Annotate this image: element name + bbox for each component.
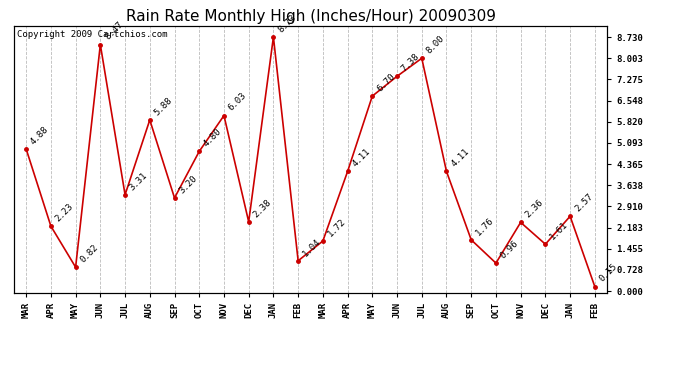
Text: 3.20: 3.20 (177, 174, 199, 195)
Text: 4.80: 4.80 (202, 127, 224, 148)
Text: 2.38: 2.38 (251, 198, 273, 219)
Text: 4.11: 4.11 (449, 147, 471, 169)
Text: Copyright 2009 Cartchios.com: Copyright 2009 Cartchios.com (17, 30, 167, 39)
Title: Rain Rate Monthly High (Inches/Hour) 20090309: Rain Rate Monthly High (Inches/Hour) 200… (126, 9, 495, 24)
Text: 1.76: 1.76 (474, 216, 495, 237)
Text: 3.31: 3.31 (128, 170, 150, 192)
Text: 2.57: 2.57 (573, 192, 595, 213)
Text: 0.82: 0.82 (79, 243, 100, 264)
Text: 0.96: 0.96 (499, 239, 520, 260)
Text: 8.47: 8.47 (103, 20, 125, 42)
Text: 4.11: 4.11 (351, 147, 372, 169)
Text: 1.72: 1.72 (326, 217, 347, 238)
Text: 6.70: 6.70 (375, 72, 397, 93)
Text: 1.61: 1.61 (548, 220, 570, 242)
Text: 5.88: 5.88 (152, 96, 174, 117)
Text: 2.36: 2.36 (524, 198, 545, 220)
Text: 6.03: 6.03 (227, 91, 248, 113)
Text: 8.00: 8.00 (424, 34, 446, 56)
Text: 0.15: 0.15 (598, 262, 619, 284)
Text: 2.23: 2.23 (54, 202, 75, 223)
Text: 7.38: 7.38 (400, 52, 422, 74)
Text: 1.04: 1.04 (301, 237, 322, 258)
Text: 8.73: 8.73 (276, 13, 298, 34)
Text: 4.88: 4.88 (29, 125, 50, 146)
